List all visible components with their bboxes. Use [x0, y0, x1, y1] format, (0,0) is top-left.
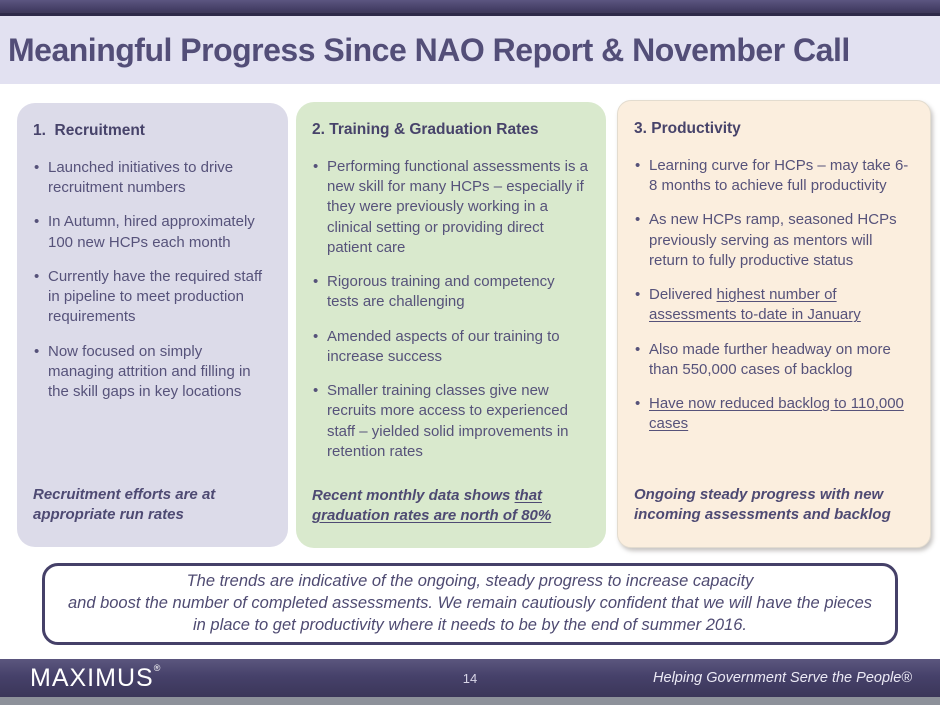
footer-tagline: Helping Government Serve the People® [653, 670, 912, 686]
title-band: Meaningful Progress Since NAO Report & N… [0, 16, 940, 84]
summary-note-line-3: in place to get productivity where it ne… [193, 615, 747, 634]
summary-note-box: The trends are indicative of the ongoing… [42, 563, 898, 645]
card-training-bullet-list: Performing functional assessments is a n… [312, 157, 590, 462]
registered-mark-icon: ® [153, 662, 162, 673]
bullet-item: As new HCPs ramp, seasoned HCPs previous… [634, 210, 914, 271]
card-training-graduation: 2. Training & Graduation Rates Performin… [296, 102, 606, 548]
bullet-item: Learning curve for HCPs – may take 6-8 m… [634, 156, 914, 197]
card-recruitment-bullet-list: Launched initiatives to drive recruitmen… [33, 158, 272, 403]
bullet-item: Now focused on simply managing attrition… [33, 342, 272, 403]
bullet-item: Launched initiatives to drive recruitmen… [33, 158, 272, 199]
card-training-heading: 2. Training & Graduation Rates [312, 121, 539, 138]
card-recruitment-footer-note: Recruitment efforts are at appropriate r… [33, 485, 216, 523]
card-productivity-bullet-list: Learning curve for HCPs – may take 6-8 m… [634, 156, 914, 435]
card-recruitment-heading: 1. Recruitment [33, 122, 145, 139]
bullet-item: Have now reduced backlog to 110,000 case… [634, 394, 914, 435]
bullet-item: Currently have the required staff in pip… [33, 267, 272, 328]
bullet-item: Delivered highest number of assessments … [634, 285, 914, 326]
top-accent-bar [0, 0, 940, 16]
bullet-item: Performing functional assessments is a n… [312, 157, 590, 258]
bullet-item: Also made further headway on more than 5… [634, 340, 914, 381]
summary-note-line-1: The trends are indicative of the ongoing… [186, 572, 754, 591]
card-training-footer-note: Recent monthly data shows that graduatio… [312, 486, 552, 524]
page-number: 14 [462, 670, 478, 686]
bullet-item: Amended aspects of our training to incre… [312, 327, 590, 368]
bottom-gray-strip [0, 697, 940, 705]
page-title: Meaningful Progress Since NAO Report & N… [8, 31, 850, 68]
bullet-item: Rigorous training and competency tests a… [312, 272, 590, 313]
footer-bar: MAXIMUS® 14 Helping Government Serve the… [0, 659, 940, 697]
card-productivity-heading: 3. Productivity [634, 120, 741, 137]
bullet-item: Smaller training classes give new recrui… [312, 381, 590, 462]
card-recruitment: 1. Recruitment Launched initiatives to d… [17, 103, 288, 547]
card-productivity: 3. Productivity Learning curve for HCPs … [617, 100, 931, 548]
maximus-logo: MAXIMUS® [0, 662, 162, 693]
bullet-item: In Autumn, hired approximately 100 new H… [33, 212, 272, 253]
card-productivity-footer-note: Ongoing steady progress with new incomin… [634, 485, 891, 523]
summary-note-line-2: and boost the number of completed assess… [67, 594, 873, 613]
maximus-logo-text: MAXIMUS [30, 663, 154, 692]
